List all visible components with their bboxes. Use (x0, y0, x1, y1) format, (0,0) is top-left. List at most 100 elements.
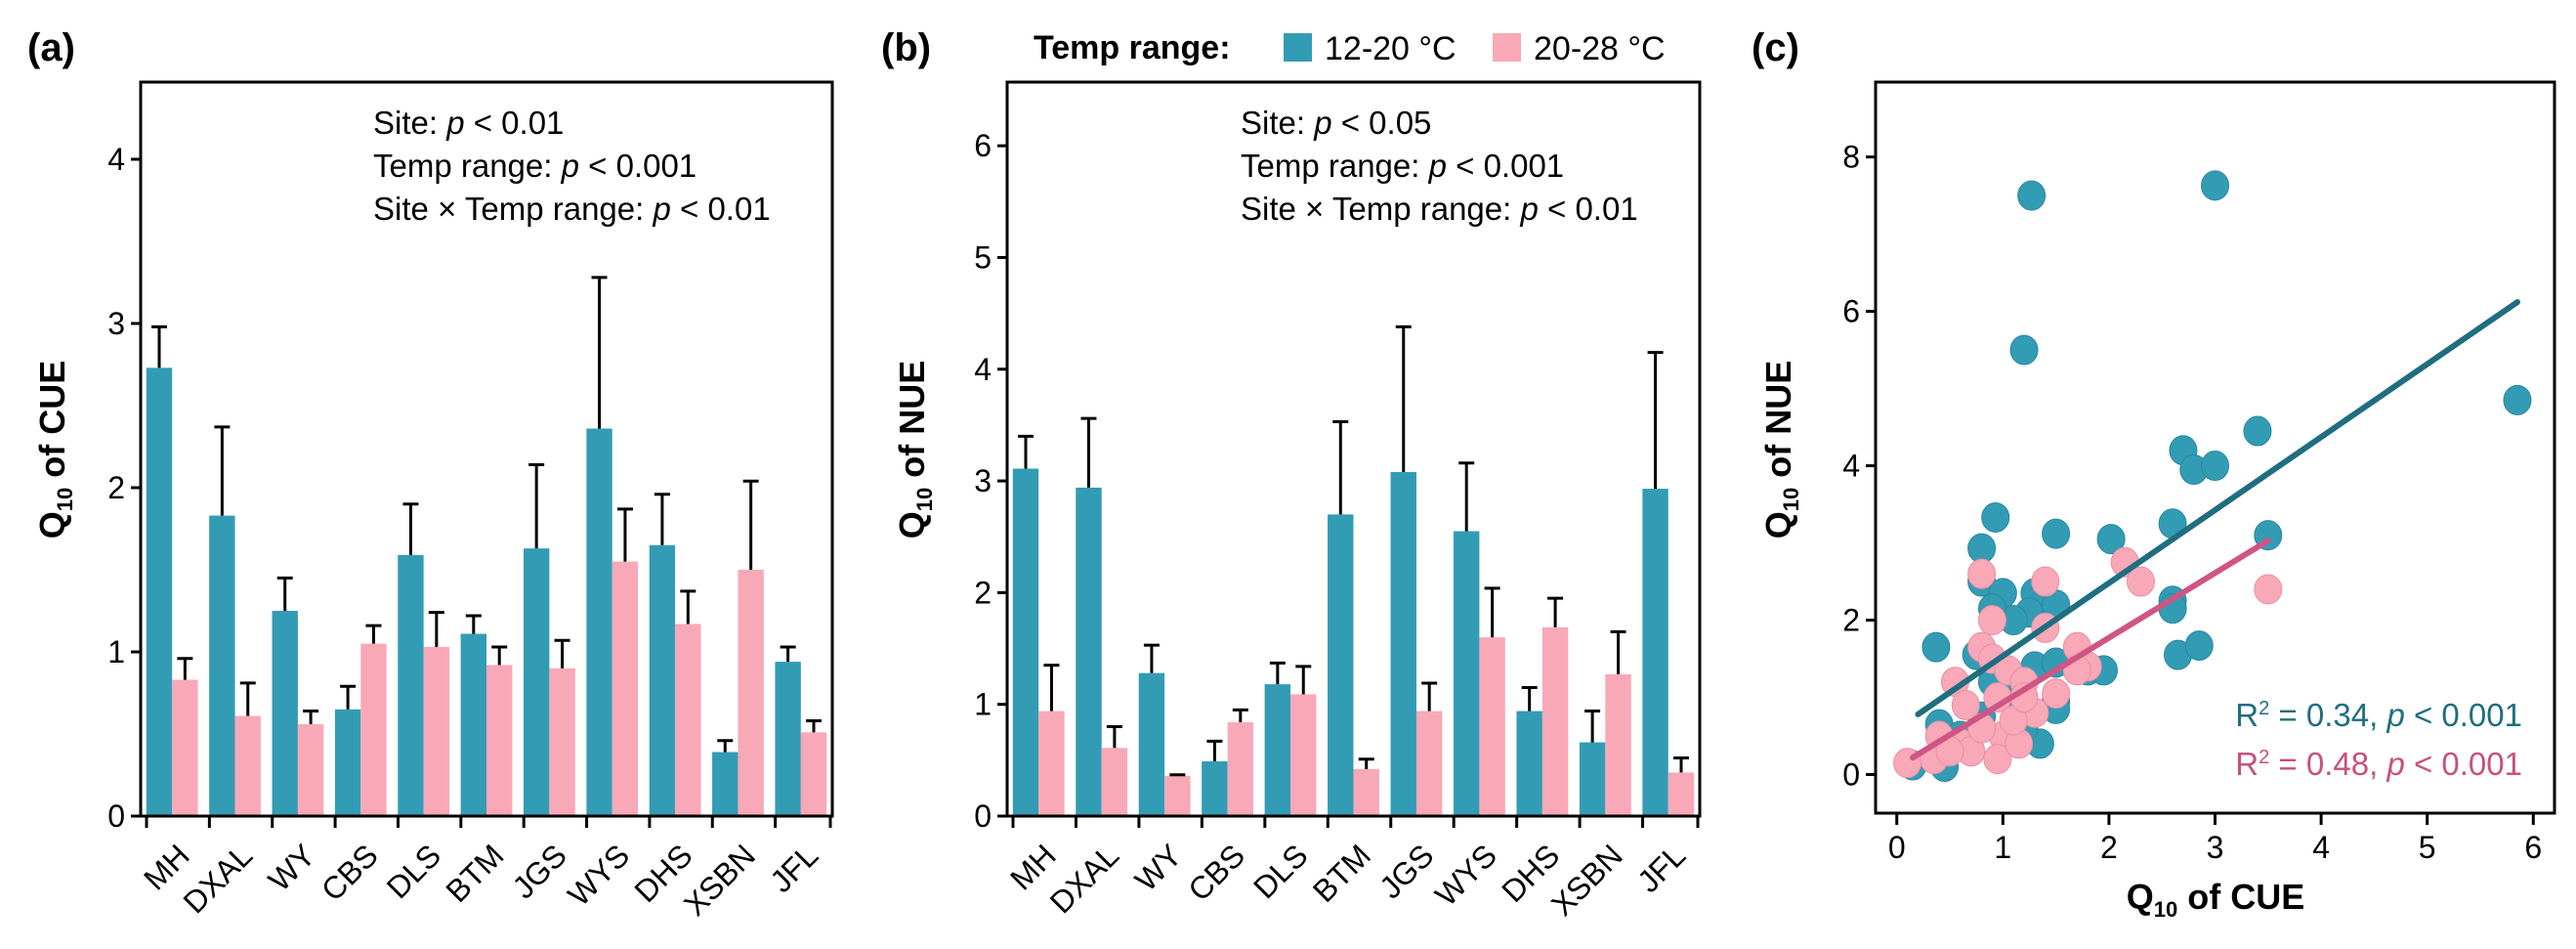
x-tick-label-dls: DLS (1246, 838, 1314, 905)
bar-btm-12-20 (460, 633, 486, 816)
bar-dxal-20-28 (1101, 748, 1128, 816)
y-tick-label: 2 (1842, 603, 1860, 638)
x-tick-label-xsbn: XSBN (1544, 838, 1629, 923)
x-tick-label-dxal: DXAL (1043, 838, 1126, 921)
bar-mh-12-20 (146, 367, 173, 816)
legend-swatch-12-20 (1284, 33, 1312, 62)
scatter-point-20-28 (2031, 566, 2060, 597)
x-tick-label-wys: WYS (561, 838, 636, 913)
x-tick-label-jgs: JGS (1372, 838, 1440, 905)
panel-label-c: (c) (1752, 26, 1799, 69)
scatter-point-12-20 (1967, 533, 1997, 564)
bar-wys-20-28 (1479, 637, 1505, 816)
panel-b-y-axis-title: Q10 of NUE (892, 361, 937, 539)
bar-wys-12-20 (586, 428, 612, 816)
bar-jgs-20-28 (1415, 711, 1443, 816)
panel-c-y-axis-title: Q10 of NUE (1758, 361, 1803, 539)
bar-dls-12-20 (1264, 684, 1291, 816)
x-tick-label-wys: WYS (1428, 838, 1503, 913)
y-tick-label: 0 (107, 798, 125, 834)
panel-b-annotation-site: Site: p < 0.05 (1241, 105, 1431, 141)
panel-a-annotation-temp: Temp range: p < 0.001 (373, 148, 697, 184)
scatter-point-12-20 (1921, 631, 1951, 663)
bar-dxal-12-20 (209, 515, 235, 816)
bar-cbs-12-20 (1202, 760, 1228, 816)
panel-c-stat-12-20: R2 = 0.34, p < 0.001 (2235, 697, 2522, 733)
x-tick-label-jfl: JFL (763, 838, 824, 899)
x-tick-label-cbs: CBS (315, 838, 385, 908)
scatter-point-12-20 (2009, 334, 2039, 366)
scatter-point-12-20 (2243, 415, 2272, 447)
bar-dxal-12-20 (1076, 487, 1102, 816)
y-tick-label: 4 (974, 352, 992, 387)
scatter-point-12-20 (2201, 451, 2229, 482)
fit-line-20-28 (1910, 538, 2271, 761)
scatter-point-12-20 (2017, 180, 2047, 211)
panel-b-bars (1012, 324, 1695, 816)
x-tick-label-dls: DLS (380, 838, 447, 905)
panel-c-y-ticks: 0 2 4 6 8 (1842, 140, 1876, 793)
panel-a-frame (139, 80, 834, 818)
panel-b-frame (1005, 80, 1702, 818)
x-tick-label-wy: WY (262, 838, 322, 898)
bar-xsbn-20-28 (1605, 673, 1631, 816)
bar-jgs-12-20 (523, 548, 550, 816)
y-tick-label: 4 (1842, 449, 1860, 484)
bar-xsbn-12-20 (1579, 742, 1606, 816)
scatter-point-12-20 (2042, 518, 2071, 549)
panel-c-points (1893, 170, 2532, 783)
bar-wys-20-28 (612, 561, 639, 816)
scatter-point-20-28 (1977, 605, 2006, 636)
x-tick-label-jfl: JFL (1630, 838, 1692, 899)
legend: Temp range: 12-20 °C 20-28 °C (1034, 29, 1666, 67)
x-tick-label: 3 (2207, 830, 2224, 865)
x-tick-label-btm: BTM (1306, 838, 1377, 909)
scatter-point-12-20 (2503, 384, 2532, 415)
bar-wy-12-20 (272, 610, 298, 816)
legend-label-20-28: 20-28 °C (1534, 30, 1666, 67)
bar-dls-20-28 (1290, 694, 1317, 816)
panel-b-y-ticks: 0 1 2 3 4 5 6 (974, 128, 1007, 834)
scatter-point-20-28 (1983, 744, 2012, 775)
panel-c-x-axis-title: Q10 of CUE (2127, 877, 2305, 922)
panel-c-stat-20-28: R2 = 0.48, p < 0.001 (2235, 746, 2522, 782)
bar-wy-20-28 (297, 723, 324, 816)
bar-jgs-20-28 (549, 668, 575, 816)
y-tick-label: 3 (974, 463, 992, 498)
bar-mh-20-28 (1038, 711, 1065, 816)
scatter-point-20-28 (1967, 558, 1997, 589)
legend-swatch-20-28 (1493, 33, 1521, 62)
x-tick-label-btm: BTM (439, 838, 510, 909)
bar-dls-20-28 (423, 646, 450, 816)
panel-b-annotation-interaction: Site × Temp range: p < 0.01 (1241, 191, 1638, 227)
bar-jfl-12-20 (775, 662, 801, 816)
x-tick-label: 1 (1994, 830, 2011, 865)
panel-b-annotation-temp: Temp range: p < 0.001 (1241, 148, 1564, 184)
panel-label-b: (b) (881, 26, 931, 69)
y-tick-label: 2 (107, 470, 125, 505)
panel-label-a: (a) (27, 26, 75, 69)
y-tick-label: 1 (107, 634, 125, 669)
bar-mh-20-28 (172, 679, 198, 816)
bar-wys-12-20 (1453, 531, 1480, 816)
scatter-point-12-20 (2201, 170, 2229, 201)
x-tick-label: 6 (2524, 830, 2542, 865)
bar-jgs-12-20 (1390, 471, 1416, 816)
y-tick-label: 5 (974, 239, 992, 275)
bar-cbs-20-28 (360, 643, 387, 816)
scatter-point-20-28 (2254, 574, 2283, 605)
x-tick-label-dxal: DXAL (177, 838, 260, 921)
x-tick-label: 0 (1888, 830, 1906, 865)
bar-wy-12-20 (1138, 672, 1165, 816)
legend-label-12-20: 12-20 °C (1325, 30, 1457, 67)
y-tick-label: 0 (1842, 757, 1860, 793)
x-tick-label-xsbn: XSBN (677, 838, 762, 923)
y-tick-label: 2 (974, 575, 992, 610)
bar-mh-12-20 (1012, 468, 1039, 816)
bar-btm-12-20 (1328, 514, 1354, 816)
bar-jfl-20-28 (1668, 772, 1695, 816)
bar-dhs-20-28 (675, 624, 701, 816)
legend-title: Temp range: (1034, 29, 1231, 66)
